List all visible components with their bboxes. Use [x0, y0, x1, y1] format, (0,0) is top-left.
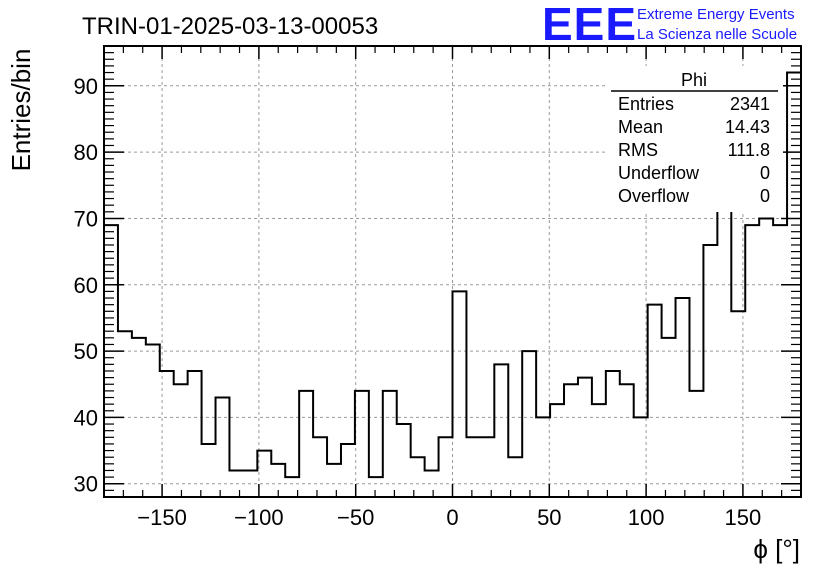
- chart-title: TRIN-01-2025-03-13-00053: [82, 13, 378, 40]
- histogram-bin: [132, 338, 146, 497]
- histogram-bin: [313, 437, 327, 497]
- y-tick-label: 50: [74, 339, 98, 364]
- histogram-bin: [480, 437, 494, 497]
- histogram-bin: [160, 371, 174, 497]
- x-tick-label: −50: [337, 505, 374, 530]
- histogram-bin: [773, 225, 787, 497]
- histogram-bin: [453, 291, 467, 497]
- stats-label-rms: RMS: [618, 140, 658, 160]
- stats-header: Phi: [681, 70, 707, 90]
- histogram-bin: [703, 245, 717, 497]
- histogram-bin: [411, 457, 425, 497]
- histogram-bin: [564, 384, 578, 497]
- stats-value-overflow: 0: [760, 186, 770, 206]
- histogram-bin: [229, 470, 243, 497]
- x-tick-label: 150: [725, 505, 762, 530]
- histogram-bin: [676, 298, 690, 497]
- stats-label-entries: Entries: [618, 94, 674, 114]
- histogram-bin: [592, 404, 606, 497]
- histogram-bin: [745, 225, 759, 497]
- logo-mark: EEE: [542, 0, 637, 50]
- histogram-bin: [536, 417, 550, 497]
- x-tick-label: 0: [446, 505, 458, 530]
- stats-value-rms: 111.8: [728, 140, 770, 160]
- stats-label-mean: Mean: [618, 117, 663, 137]
- histogram-bin: [104, 225, 118, 497]
- histogram-bin: [550, 404, 564, 497]
- histogram-bin: [494, 364, 508, 497]
- y-tick-label: 90: [74, 74, 98, 99]
- stats-label-underflow: Underflow: [618, 163, 700, 183]
- y-tick-label: 60: [74, 273, 98, 298]
- x-tick-label: −100: [234, 505, 284, 530]
- histogram-bin: [397, 424, 411, 497]
- histogram-bin: [662, 338, 676, 497]
- histogram-bin: [216, 398, 230, 497]
- histogram-bin: [731, 311, 745, 497]
- histogram-bin: [118, 331, 132, 497]
- logo-line-2: La Scienza nelle Scuole: [637, 26, 797, 43]
- y-axis-title: Entries/bin: [6, 49, 36, 172]
- histogram-bin: [383, 391, 397, 497]
- axis-ticks: −150 −100 −50 0 50 100 150 30 40 50 60 70 80 90: [74, 46, 801, 530]
- histogram-bin: [341, 444, 355, 497]
- histogram-bin: [188, 371, 202, 497]
- x-tick-label: 100: [628, 505, 665, 530]
- stats-value-entries: 2341: [730, 94, 770, 114]
- histogram-bin: [606, 371, 620, 497]
- stats-box: Phi Entries 2341 Mean 14.43 RMS 111.8 Un…: [607, 66, 783, 212]
- histogram-step-line: [103, 71, 802, 497]
- histogram-bin: [425, 470, 439, 497]
- histogram-bin: [648, 305, 662, 497]
- logo-line-1: Extreme Energy Events: [637, 6, 795, 23]
- histogram-series: [103, 71, 802, 497]
- histogram-bin: [299, 391, 313, 497]
- y-tick-label: 80: [74, 140, 98, 165]
- y-tick-label: 40: [74, 405, 98, 430]
- histogram-bin: [578, 378, 592, 497]
- histogram-bin: [146, 344, 160, 497]
- histogram-bin: [466, 437, 480, 497]
- stats-value-mean: 14.43: [725, 117, 770, 137]
- stats-value-underflow: 0: [760, 163, 770, 183]
- histogram-bin: [202, 444, 216, 497]
- x-tick-label: −150: [137, 505, 187, 530]
- histogram-bin: [620, 384, 634, 497]
- histogram-bin: [522, 351, 536, 497]
- y-tick-label: 70: [74, 206, 98, 231]
- histogram-bin: [759, 218, 773, 497]
- histogram-bin: [327, 464, 341, 497]
- histogram-bin: [369, 477, 383, 497]
- x-axis-title: ϕ [°]: [753, 534, 800, 564]
- eee-logo: EEE Extreme Energy Events La Scienza nel…: [542, 0, 797, 50]
- histogram-bin: [439, 437, 453, 497]
- y-tick-label: 30: [74, 472, 98, 497]
- histogram-bin: [355, 391, 369, 497]
- x-tick-label: 50: [537, 505, 561, 530]
- histogram-bin: [689, 391, 703, 497]
- stats-label-overflow: Overflow: [618, 186, 690, 206]
- histogram-bin: [174, 384, 188, 497]
- histogram-bin: [243, 470, 257, 497]
